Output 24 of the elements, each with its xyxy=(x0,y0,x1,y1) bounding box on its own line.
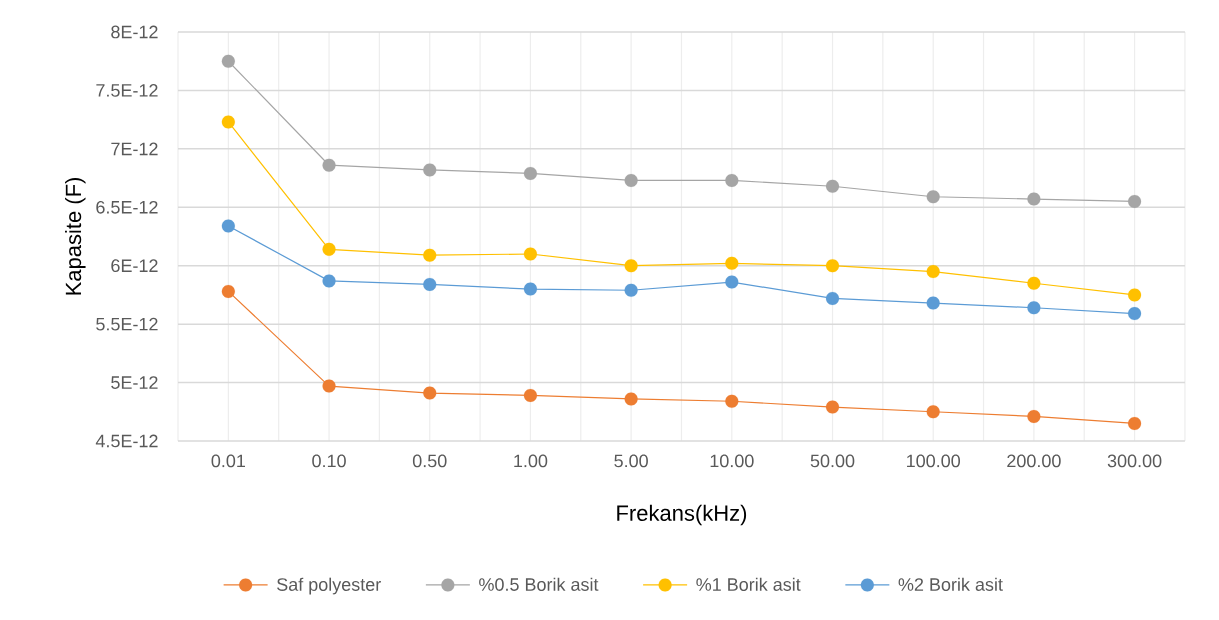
y-axis-title: Kapasite (F) xyxy=(65,177,86,295)
x-tick-label: 300.00 xyxy=(1107,454,1162,468)
x-tick-label: 100.00 xyxy=(907,454,961,468)
y-tick-label: 6.5E-12 xyxy=(96,200,158,214)
y-tick-label: 7E-12 xyxy=(111,142,158,156)
legend-label: %2 Borik asit xyxy=(898,577,1003,591)
x-tick-label: 50.00 xyxy=(810,454,855,468)
x-tick-label: 0.10 xyxy=(312,454,346,468)
y-tick-label: 6E-12 xyxy=(111,259,158,273)
y-tick-label: 7.5E-12 xyxy=(96,84,158,97)
y-tick-label: 8E-12 xyxy=(111,25,158,39)
y-tick-label: 5E-12 xyxy=(111,376,158,389)
x-tick-label: 5.00 xyxy=(614,454,648,468)
x-tick-label: 0.50 xyxy=(412,454,447,468)
x-tick-label: 0.01 xyxy=(211,454,245,468)
y-tick-label: 5.5E-12 xyxy=(96,317,158,331)
x-tick-label: 1.00 xyxy=(514,454,548,468)
x-tick-label: 10.00 xyxy=(710,454,754,468)
x-axis-title: Frekans(kHz) xyxy=(617,504,747,526)
legend-label: %1 Borik asit xyxy=(696,577,801,591)
y-tick-label: 4.5E-12 xyxy=(95,434,158,448)
legend-label: %0.5 Borik asit xyxy=(479,577,599,591)
x-tick-label: 200.00 xyxy=(1007,454,1061,468)
legend-label: Saf polyester xyxy=(277,577,381,595)
